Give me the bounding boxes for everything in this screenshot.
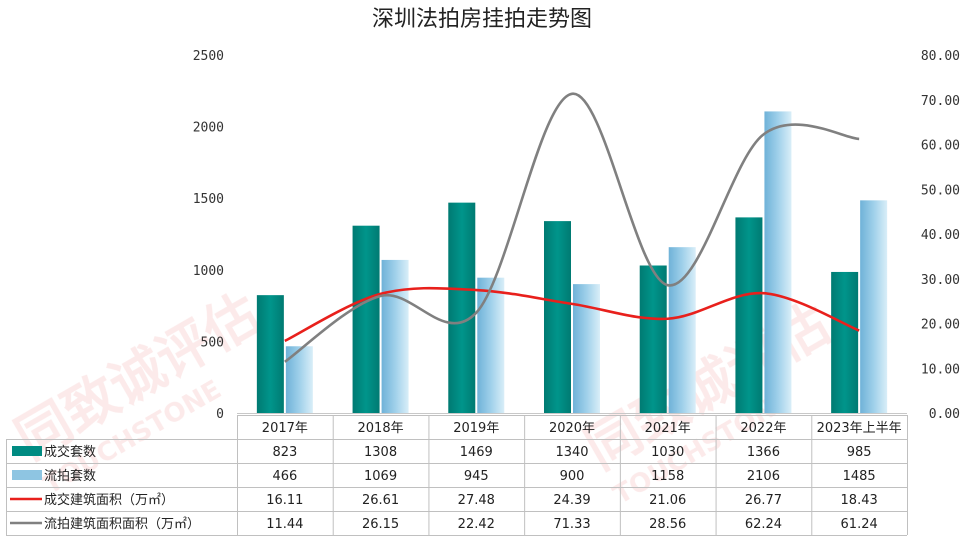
right-tick-label: 10.00: [921, 362, 960, 377]
bar-unsold-count: [477, 277, 505, 413]
right-tick-label: 80.00: [921, 49, 960, 64]
bar-deal-count: [639, 265, 667, 413]
left-tick-label: 2000: [193, 121, 224, 136]
bar-deal-count: [256, 295, 284, 413]
legend-key: [12, 446, 42, 456]
right-tick-label: 50.00: [921, 183, 960, 198]
bar-deal-count: [735, 217, 763, 413]
left-axis: 0 500 1000 1500 2000 2500: [193, 49, 907, 422]
legend-label: 成交套数: [44, 444, 96, 460]
bar-unsold-count: [860, 200, 888, 413]
data-label: 26.61: [362, 493, 399, 508]
data-label: 1308: [364, 445, 397, 460]
legend-key: [12, 470, 42, 480]
bar-deal-count: [352, 225, 380, 413]
left-tick-label: 0: [216, 407, 224, 422]
data-label: 21.06: [649, 493, 686, 508]
bar-series: [256, 111, 888, 413]
data-label: 22.42: [458, 517, 495, 532]
left-tick-label: 1500: [193, 192, 224, 207]
data-label: 1366: [747, 445, 780, 460]
x-tick-label: 2020年: [549, 421, 595, 436]
data-label: 16.11: [266, 493, 303, 508]
right-tick-label: 20.00: [921, 318, 960, 333]
left-tick-label: 500: [201, 335, 224, 350]
data-label: 62.24: [745, 517, 782, 532]
x-tick-label: 2019年: [453, 421, 499, 436]
data-table: 2017年 2018年 2019年 2020年 2021年 2022年 2023年上半年成交…: [6, 415, 908, 536]
data-label: 1485: [843, 469, 876, 484]
data-label: 11.44: [266, 517, 303, 532]
left-tick-label: 1000: [193, 264, 224, 279]
bar-deal-count: [544, 221, 571, 413]
data-label: 1030: [651, 445, 684, 460]
right-tick-label: 30.00: [921, 273, 960, 288]
legend-label: 成交建筑面积（万㎡）: [44, 492, 174, 508]
bar-unsold-count: [381, 259, 409, 413]
x-tick-label: 2017年: [262, 421, 308, 436]
bar-unsold-count: [668, 247, 696, 413]
data-label: 1340: [555, 445, 588, 460]
bar-deal-count: [448, 202, 476, 413]
data-label: 26.15: [362, 517, 399, 532]
data-label: 26.77: [745, 493, 782, 508]
chart-title: 深圳法拍房挂拍走势图: [372, 7, 592, 32]
data-label: 61.24: [841, 517, 878, 532]
right-tick-label: 40.00: [921, 228, 960, 243]
data-label: 945: [464, 469, 489, 484]
legend-label: 流拍建筑面积面积（万㎡）: [44, 516, 200, 532]
data-label: 985: [847, 445, 872, 460]
data-label: 1069: [364, 469, 397, 484]
x-tick-label: 2023年上半年: [817, 421, 902, 436]
x-tick-label: 2022年: [740, 421, 786, 436]
data-label: 24.39: [553, 493, 590, 508]
data-label: 28.56: [649, 517, 686, 532]
data-label: 71.33: [553, 517, 590, 532]
bar-unsold-count: [764, 111, 792, 413]
legend-label: 流拍套数: [44, 468, 96, 484]
data-label: 18.43: [841, 493, 878, 508]
right-tick-label: 60.00: [921, 139, 960, 154]
data-label: 1469: [460, 445, 493, 460]
right-tick-label: 70.00: [921, 94, 960, 109]
data-label: 1158: [651, 469, 684, 484]
bar-deal-count: [831, 271, 859, 413]
x-tick-label: 2021年: [645, 421, 691, 436]
data-label: 823: [272, 445, 297, 460]
data-label: 466: [272, 469, 297, 484]
right-axis: 0.00 10.00 20.00 30.00 40.00 50.00 60.00 70.00 8…: [921, 49, 960, 422]
left-tick-label: 2500: [193, 49, 224, 64]
right-tick-label: 0.00: [929, 407, 960, 422]
x-tick-label: 2018年: [358, 421, 404, 436]
bar-unsold-count: [285, 346, 313, 413]
data-label: 900: [560, 469, 585, 484]
data-label: 27.48: [458, 493, 495, 508]
line-series: [284, 92, 860, 363]
data-label: 2106: [747, 469, 780, 484]
